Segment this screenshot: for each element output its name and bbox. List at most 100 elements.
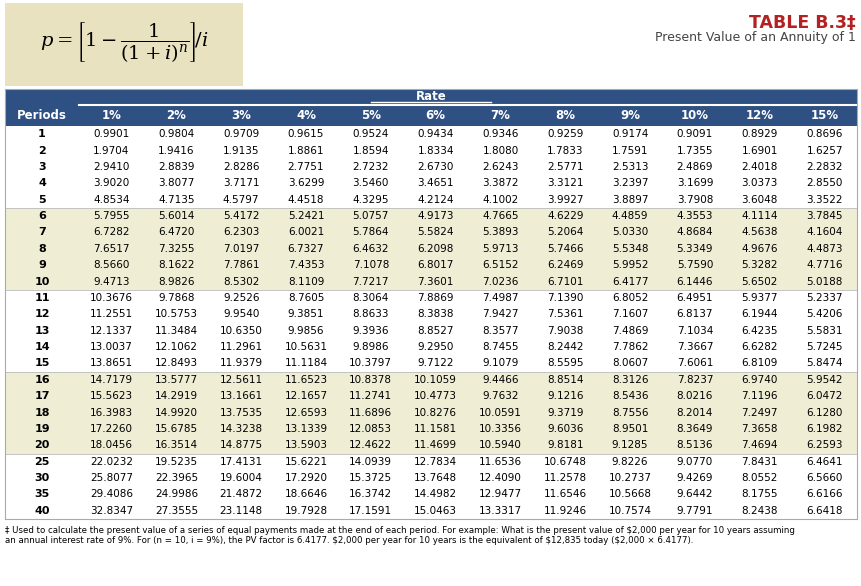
Bar bbox=[5, 89, 856, 105]
Text: 3.3121: 3.3121 bbox=[547, 178, 583, 188]
Text: 10.5631: 10.5631 bbox=[284, 342, 327, 352]
Text: 2: 2 bbox=[38, 145, 46, 155]
Bar bbox=[5, 257, 856, 274]
Text: 0.9091: 0.9091 bbox=[676, 129, 712, 139]
Text: 6.6282: 6.6282 bbox=[740, 342, 777, 352]
Text: ‡ Used to calculate the present value of a series of equal payments made at the : ‡ Used to calculate the present value of… bbox=[5, 526, 794, 535]
Text: 0.9524: 0.9524 bbox=[352, 129, 388, 139]
Text: 0.9804: 0.9804 bbox=[158, 129, 195, 139]
Text: 8.9501: 8.9501 bbox=[611, 424, 647, 434]
Text: 8.0552: 8.0552 bbox=[740, 473, 777, 483]
Text: 4.1114: 4.1114 bbox=[740, 211, 777, 221]
Text: 14.9920: 14.9920 bbox=[155, 407, 197, 418]
Text: 6.4641: 6.4641 bbox=[805, 456, 842, 466]
Text: 17.1591: 17.1591 bbox=[349, 506, 392, 516]
Text: 40: 40 bbox=[34, 506, 50, 516]
Text: 8.2442: 8.2442 bbox=[547, 342, 583, 352]
Text: 2.8839: 2.8839 bbox=[158, 162, 195, 172]
Text: 7.6061: 7.6061 bbox=[676, 359, 712, 369]
Text: 15.5623: 15.5623 bbox=[90, 391, 133, 401]
Text: 12.5611: 12.5611 bbox=[220, 375, 263, 385]
Text: 10.4773: 10.4773 bbox=[413, 391, 456, 401]
Text: 9.3719: 9.3719 bbox=[547, 407, 583, 418]
Text: 4.4859: 4.4859 bbox=[611, 211, 647, 221]
Text: 6.5660: 6.5660 bbox=[805, 473, 842, 483]
Text: 6.6418: 6.6418 bbox=[805, 506, 842, 516]
Text: 0.8696: 0.8696 bbox=[805, 129, 842, 139]
Text: 9.1079: 9.1079 bbox=[481, 359, 518, 369]
Text: 32.8347: 32.8347 bbox=[90, 506, 133, 516]
Text: 6.7101: 6.7101 bbox=[547, 277, 583, 287]
Text: 3.7845: 3.7845 bbox=[805, 211, 842, 221]
Text: 7.5361: 7.5361 bbox=[547, 309, 583, 319]
Text: 22.3965: 22.3965 bbox=[155, 473, 198, 483]
Text: 7.1078: 7.1078 bbox=[352, 260, 388, 270]
Text: 5.9542: 5.9542 bbox=[805, 375, 842, 385]
Text: 9%: 9% bbox=[619, 109, 640, 122]
Text: 6.0472: 6.0472 bbox=[805, 391, 842, 401]
Text: 6.8017: 6.8017 bbox=[417, 260, 453, 270]
Text: 8.9826: 8.9826 bbox=[158, 277, 195, 287]
Text: 7: 7 bbox=[38, 227, 46, 237]
Text: 0.9174: 0.9174 bbox=[611, 129, 647, 139]
Text: 6.8109: 6.8109 bbox=[740, 359, 777, 369]
Text: 4: 4 bbox=[38, 178, 46, 188]
Text: 5.3893: 5.3893 bbox=[481, 227, 518, 237]
Text: 24.9986: 24.9986 bbox=[155, 489, 198, 499]
Text: 8.3577: 8.3577 bbox=[481, 326, 518, 336]
Text: 2.6243: 2.6243 bbox=[481, 162, 518, 172]
Text: 10.5753: 10.5753 bbox=[155, 309, 197, 319]
Text: 2.8550: 2.8550 bbox=[805, 178, 842, 188]
Text: 5.7864: 5.7864 bbox=[352, 227, 388, 237]
Text: 12.4090: 12.4090 bbox=[479, 473, 521, 483]
Text: 1.7355: 1.7355 bbox=[676, 145, 712, 155]
Text: 16.3514: 16.3514 bbox=[155, 440, 198, 450]
Text: 11.6896: 11.6896 bbox=[349, 407, 392, 418]
Text: TABLE B.3‡: TABLE B.3‡ bbox=[748, 14, 855, 32]
Text: 4.7135: 4.7135 bbox=[158, 195, 195, 205]
Text: 10.5668: 10.5668 bbox=[608, 489, 651, 499]
Text: 4.8684: 4.8684 bbox=[676, 227, 712, 237]
Text: 12: 12 bbox=[34, 309, 50, 319]
Bar bbox=[5, 241, 856, 257]
Bar bbox=[5, 437, 856, 454]
Text: 5.4206: 5.4206 bbox=[805, 309, 842, 319]
Bar bbox=[5, 388, 856, 404]
Text: 4.4873: 4.4873 bbox=[805, 244, 842, 254]
Text: 5.4172: 5.4172 bbox=[223, 211, 259, 221]
Text: 7.3667: 7.3667 bbox=[676, 342, 712, 352]
Text: 20: 20 bbox=[34, 440, 50, 450]
Text: 15.3725: 15.3725 bbox=[349, 473, 392, 483]
Text: 8.5436: 8.5436 bbox=[611, 391, 647, 401]
Text: 14.8775: 14.8775 bbox=[220, 440, 263, 450]
Text: 15.6785: 15.6785 bbox=[155, 424, 198, 434]
Text: 2.4018: 2.4018 bbox=[740, 162, 777, 172]
Text: 4.1002: 4.1002 bbox=[482, 195, 518, 205]
Text: 11.6536: 11.6536 bbox=[479, 456, 522, 466]
Text: 8.8514: 8.8514 bbox=[547, 375, 583, 385]
Text: 5.7955: 5.7955 bbox=[93, 211, 130, 221]
Text: 2.4869: 2.4869 bbox=[676, 162, 712, 172]
Text: 6.6166: 6.6166 bbox=[805, 489, 842, 499]
Text: 14: 14 bbox=[34, 342, 50, 352]
Text: 6.4720: 6.4720 bbox=[158, 227, 195, 237]
Text: 7.4869: 7.4869 bbox=[611, 326, 647, 336]
Text: 13.3317: 13.3317 bbox=[479, 506, 522, 516]
Text: 11.2578: 11.2578 bbox=[543, 473, 586, 483]
Text: 3.9020: 3.9020 bbox=[93, 178, 129, 188]
Bar bbox=[5, 192, 856, 208]
Text: 5.2337: 5.2337 bbox=[805, 293, 842, 303]
Text: 11.2961: 11.2961 bbox=[220, 342, 263, 352]
Text: 13: 13 bbox=[34, 326, 50, 336]
Text: 3.8077: 3.8077 bbox=[158, 178, 195, 188]
Text: 3.9927: 3.9927 bbox=[547, 195, 583, 205]
Text: 5.7245: 5.7245 bbox=[805, 342, 842, 352]
Text: 19.6004: 19.6004 bbox=[220, 473, 263, 483]
Text: 10.1059: 10.1059 bbox=[414, 375, 456, 385]
Text: 7%: 7% bbox=[490, 109, 510, 122]
Text: 14.4982: 14.4982 bbox=[413, 489, 456, 499]
Text: Rate: Rate bbox=[415, 90, 446, 104]
Text: 8.0216: 8.0216 bbox=[676, 391, 712, 401]
Bar bbox=[5, 142, 856, 159]
Text: 5%: 5% bbox=[361, 109, 381, 122]
